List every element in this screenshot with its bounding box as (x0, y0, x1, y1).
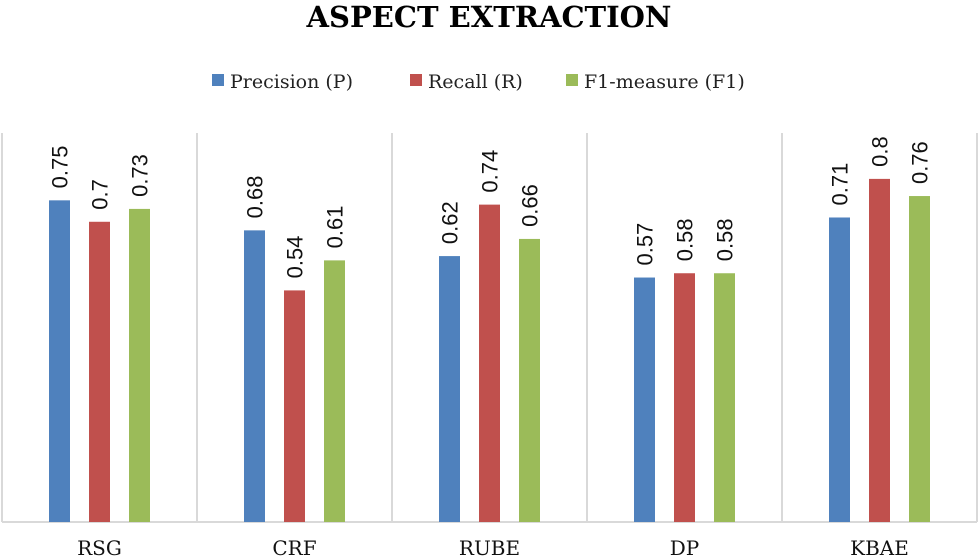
data-label: 0.71 (828, 163, 853, 206)
data-label: 0.76 (908, 141, 933, 184)
data-label: 0.61 (323, 206, 348, 249)
legend: Precision (P) Recall (R) F1-measure (F1) (212, 71, 745, 93)
legend-swatch (410, 74, 422, 86)
data-label: 0.73 (128, 154, 153, 197)
data-label: 0.74 (478, 150, 503, 193)
bar-rsg-2 (129, 208, 150, 522)
bar-kbae-1 (869, 178, 890, 522)
bar-rube-2 (519, 238, 540, 522)
bar-dp-2 (714, 273, 735, 522)
bar-crf-1 (284, 290, 305, 522)
data-label: 0.7 (88, 179, 113, 210)
legend-swatch (212, 74, 224, 86)
data-label: 0.58 (713, 218, 738, 261)
data-label: 0.57 (633, 223, 658, 266)
legend-label: F1-measure (F1) (584, 71, 745, 93)
bar-crf-2 (324, 260, 345, 522)
bar-rsg-1 (89, 221, 110, 522)
category-label: CRF (272, 536, 316, 560)
category-label: KBAE (850, 536, 909, 560)
bar-kbae-0 (829, 217, 850, 522)
bar-rube-0 (439, 256, 460, 522)
bar-kbae-2 (909, 196, 930, 523)
bar-crf-0 (244, 230, 265, 522)
bar-rube-1 (479, 204, 500, 522)
legend-label: Precision (P) (230, 71, 353, 93)
bar-dp-0 (634, 277, 655, 522)
data-label: 0.54 (283, 236, 308, 279)
data-label: 0.66 (518, 184, 543, 227)
data-label: 0.8 (868, 136, 893, 167)
category-label: RSG (77, 536, 122, 560)
category-label: DP (670, 536, 700, 560)
bar-dp-1 (674, 273, 695, 522)
chart-title: ASPECT EXTRACTION (306, 0, 672, 34)
plot-area: 0.75 0.7 0.73 RSG 0.68 0.54 0.61 CRF 0.62 0.74 0.6… (1, 133, 978, 560)
legend-swatch (566, 74, 578, 86)
category-label: RUBE (459, 536, 520, 560)
legend-label: Recall (R) (428, 71, 523, 93)
data-label: 0.62 (438, 201, 463, 244)
bar-rsg-0 (49, 200, 70, 523)
data-label: 0.75 (48, 146, 73, 189)
data-label: 0.68 (243, 176, 268, 219)
data-label: 0.58 (673, 218, 698, 261)
